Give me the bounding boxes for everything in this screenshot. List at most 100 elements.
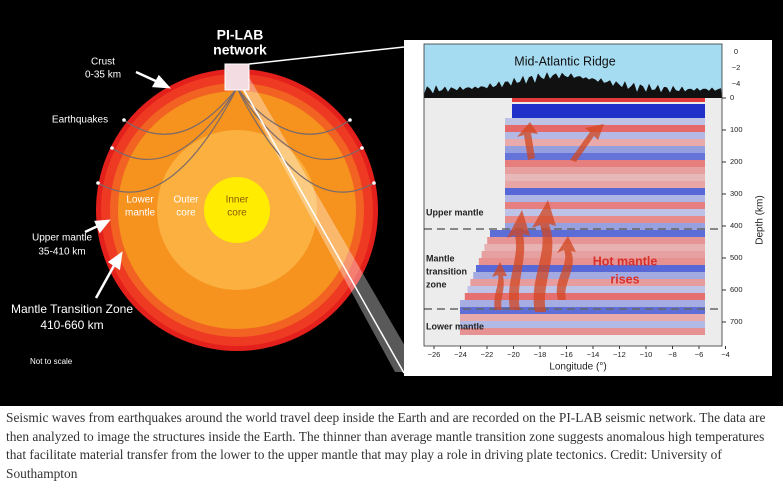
seismic-band — [487, 237, 705, 244]
seismic-band — [490, 230, 705, 237]
seismic-band — [505, 223, 705, 230]
seismic-band — [505, 153, 705, 160]
y-tick-label: 600 — [730, 285, 743, 294]
seismic-band — [505, 209, 705, 216]
seismic-band — [470, 279, 705, 286]
zoom-line — [248, 46, 405, 65]
crust-label: 0-35 km — [85, 70, 121, 81]
earthquake — [110, 146, 114, 150]
inner-core — [204, 177, 270, 243]
x-tick-label: −24 — [454, 350, 467, 359]
seismic-band — [512, 98, 705, 102]
seismic-band — [460, 328, 705, 335]
arrow-head — [151, 74, 172, 89]
flow-arrow — [507, 210, 530, 310]
seismic-band — [505, 146, 705, 153]
seismic-band — [460, 300, 705, 307]
y-tick-label: 400 — [730, 221, 743, 230]
seismic-band — [512, 104, 705, 118]
flow-arrow — [556, 236, 576, 300]
y-tick-label: 200 — [730, 157, 743, 166]
arrow-head — [94, 219, 111, 234]
earthquake — [96, 181, 100, 185]
x-tick-label: −20 — [507, 350, 520, 359]
ray-path — [123, 87, 238, 135]
mtz-label: Mantle — [426, 253, 455, 263]
figure: PI-LAB network Crust 0-35 km Earthquakes… — [0, 0, 783, 406]
y-axis-label: Depth (km) — [755, 195, 766, 244]
seismic-band — [460, 307, 705, 314]
x-tick-label: −8 — [668, 350, 677, 359]
network-box — [224, 63, 250, 91]
earthquake — [122, 118, 126, 122]
x-tick-label: −14 — [587, 350, 600, 359]
scale-note: Not to scale — [30, 357, 73, 366]
layer-label: Inner — [226, 195, 249, 206]
x-tick-label: −4 — [721, 350, 730, 359]
y-tick-label: 100 — [730, 125, 743, 134]
arrow-head — [107, 251, 123, 271]
arrows — [84, 70, 172, 299]
crust-label: Crust — [91, 57, 115, 68]
seismic-band — [467, 286, 705, 293]
x-tick-label: −6 — [695, 350, 704, 359]
flow-arrows — [492, 122, 604, 312]
seismic-band — [460, 321, 705, 328]
seismic-band — [505, 167, 705, 174]
x-tick-label: −10 — [640, 350, 653, 359]
seismic-band — [505, 174, 705, 181]
ray-path — [97, 87, 238, 193]
upper-mantle-label: Upper mantle — [32, 233, 92, 244]
topography — [424, 72, 722, 98]
x-tick-label: −12 — [613, 350, 626, 359]
layer-label: mantle — [125, 208, 155, 219]
y-tick-label: 700 — [730, 317, 743, 326]
layer-label: Outer — [173, 195, 199, 206]
plot-frame — [423, 43, 723, 347]
ray-path — [111, 87, 238, 161]
network-label: PI-LAB — [217, 27, 264, 43]
seismic-band — [505, 132, 705, 139]
hot-mantle-label: rises — [610, 272, 639, 286]
elevation-tick-label: −2 — [732, 63, 741, 72]
mtz-label: 410-660 km — [40, 318, 103, 332]
seismic-band — [505, 118, 705, 125]
earthquake — [372, 181, 376, 185]
seismic-band — [505, 181, 705, 188]
x-tick-label: −18 — [534, 350, 547, 359]
seismic-band — [481, 251, 705, 258]
x-tick-label: −22 — [481, 350, 494, 359]
seismic-band — [484, 244, 705, 251]
mtz-label: Mantle Transition Zone — [11, 302, 133, 316]
hot-mantle-label: Hot mantle — [593, 254, 658, 268]
ray-path — [236, 87, 363, 161]
zoom-line — [243, 89, 405, 374]
upper-mantle-label: Upper mantle — [426, 207, 484, 217]
layer-label: Lower — [126, 195, 154, 206]
seismic-band — [505, 160, 705, 167]
arrow — [94, 261, 118, 299]
seismic-band — [505, 202, 705, 209]
y-tick-label: 0 — [730, 93, 734, 102]
seismic-band — [505, 195, 705, 202]
ray-path — [236, 87, 351, 135]
y-tick-label: 300 — [730, 189, 743, 198]
elevation-tick-label: 0 — [734, 47, 738, 56]
axes: 0 100 200 300 400 500 600 700 0 −2 −4 −26 −24 −22 −20 −… — [428, 47, 743, 359]
flow-arrow — [532, 200, 556, 312]
caption: Seismic waves from earthquakes around th… — [6, 410, 766, 481]
seismic-band — [505, 188, 705, 195]
layer-label: core — [176, 208, 196, 219]
layer-label: core — [227, 208, 247, 219]
seismic-band — [476, 265, 705, 272]
seismic-band — [464, 293, 705, 300]
x-tick-label: −16 — [560, 350, 573, 359]
seismic-band — [460, 314, 705, 321]
lower-mantle-label: Lower mantle — [426, 321, 484, 331]
flow-arrow — [492, 262, 507, 310]
seismic-band — [505, 216, 705, 223]
earthquakes-label: Earthquakes — [52, 115, 108, 126]
x-axis-label: Longitude (°) — [549, 362, 606, 373]
ray-path — [236, 87, 375, 193]
